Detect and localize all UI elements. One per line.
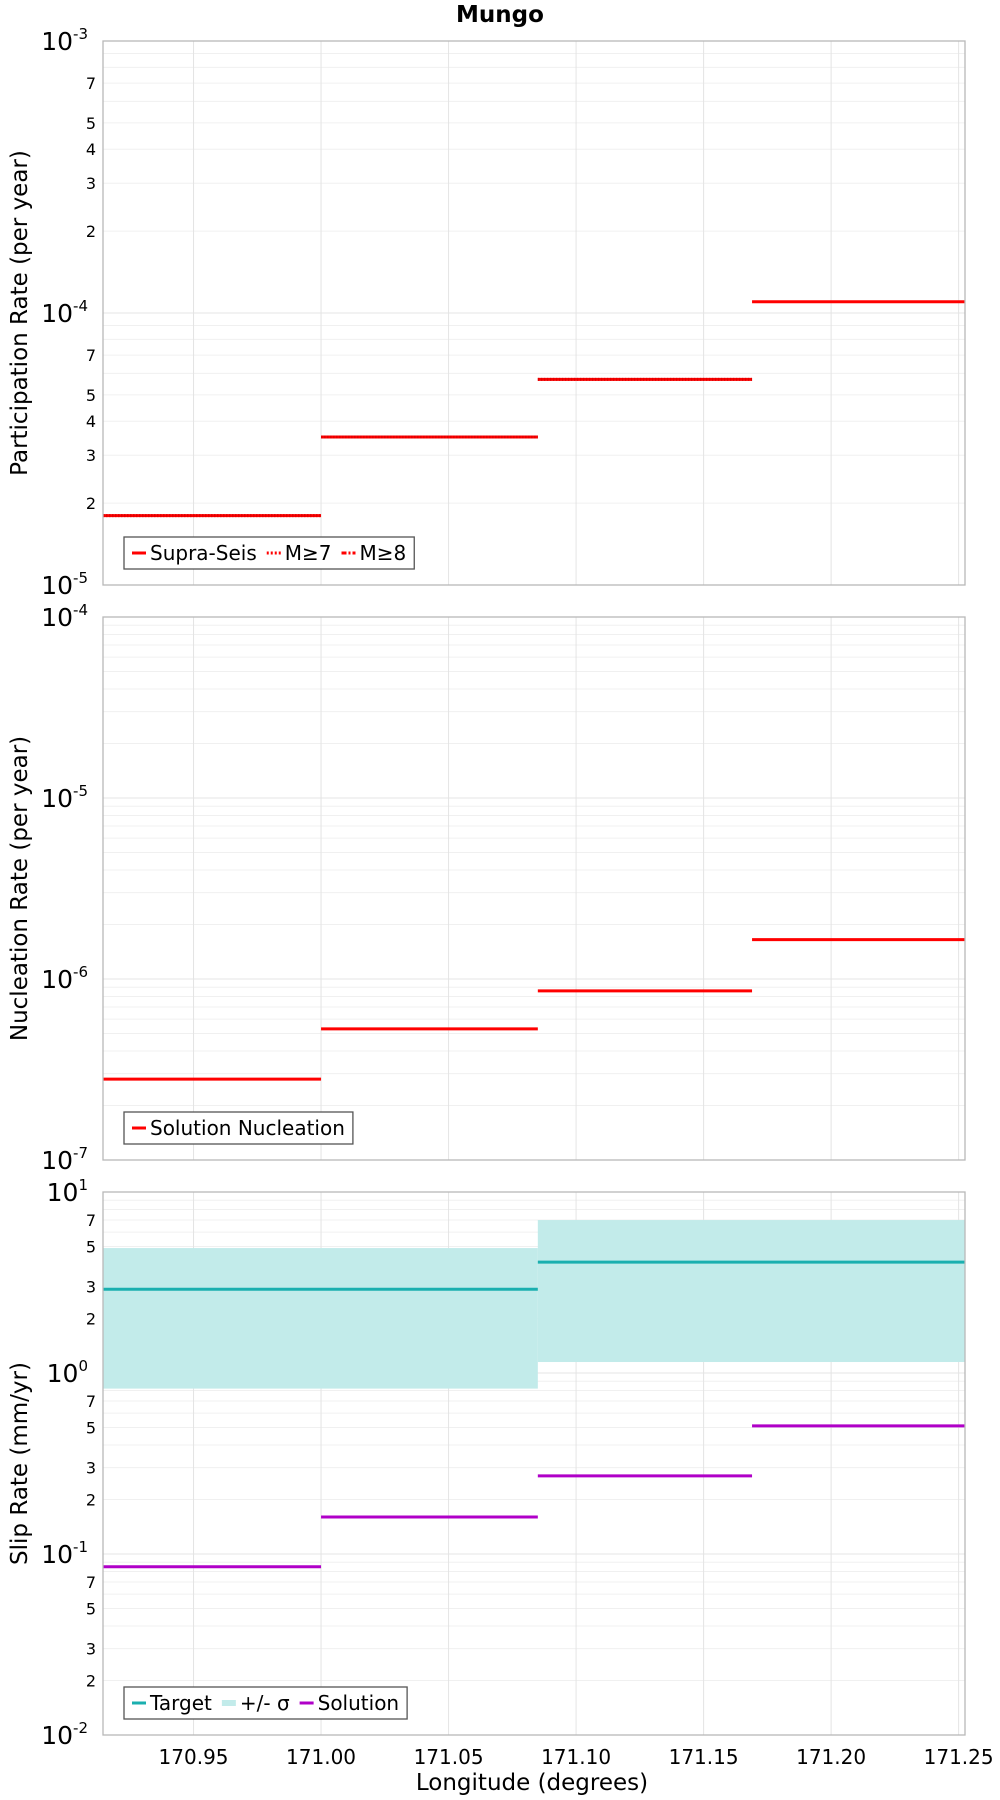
slip-y-minor-tick-label: 7 — [86, 1573, 96, 1592]
nucleation-legend-solution-nucleation-label: Solution Nucleation — [150, 1116, 345, 1140]
participation-y-minor-tick-label: 3 — [86, 174, 96, 193]
participation-legend-m-7-label: M≥7 — [285, 541, 332, 565]
slip-legend-solution-label: Solution — [318, 1691, 399, 1715]
slip-sigma-band — [103, 1248, 538, 1389]
nucleation-y-tick-exponent: -5 — [73, 782, 88, 800]
nucleation-plot-area — [103, 617, 965, 1160]
slip-y-minor-tick-label: 2 — [86, 1491, 96, 1510]
slip-y-tick-base: 10 — [41, 1540, 73, 1569]
slip-y-axis-label: Slip Rate (mm/yr) — [7, 1362, 33, 1565]
slip-y-major-tick-label: 10-2 — [41, 1719, 88, 1750]
nucleation-y-tick-base: 10 — [41, 965, 73, 994]
x-axis-tick-label: 171.20 — [796, 1745, 866, 1769]
participation-legend: Supra-Seis M≥7 M≥8 — [123, 536, 415, 570]
participation-y-minor-tick-label: 7 — [86, 74, 96, 93]
chart-title: Mungo — [456, 2, 544, 28]
participation-y-tick-exponent: -4 — [73, 297, 88, 315]
nucleation-y-tick-exponent: -6 — [73, 963, 88, 981]
slip-sigma-band — [537, 1220, 965, 1363]
participation-y-major-tick-label: 10-3 — [41, 25, 88, 56]
participation-y-minor-tick-label: 2 — [86, 494, 96, 513]
slip-y-tick-exponent: 1 — [78, 1176, 88, 1194]
participation-legend-m-8-label: M≥8 — [360, 541, 407, 565]
slip-y-major-tick-label: 10-1 — [41, 1538, 88, 1569]
x-axis-ticks: 170.95 171.00 171.05 171.10 171.15 171.20 171.… — [159, 1745, 994, 1769]
participation-y-tick-base: 10 — [41, 571, 73, 600]
slip-legend--swatch — [221, 1700, 236, 1706]
slip-y-minor-tick-label: 5 — [86, 1237, 96, 1256]
nucleation-y-major-tick-label: 10-7 — [41, 1144, 88, 1175]
nucleation-y-tick-exponent: -4 — [73, 601, 88, 619]
slip-y-major-tick-label: 100 — [47, 1357, 88, 1388]
slip-y-minor-tick-label: 7 — [86, 1392, 96, 1411]
participation-y-major-tick-label: 10-4 — [41, 297, 88, 328]
x-axis-tick-label: 171.10 — [541, 1745, 611, 1769]
participation-y-tick-base: 10 — [41, 27, 73, 56]
slip-y-major-tick-label: 101 — [47, 1176, 88, 1207]
slip-y-tick-exponent: -1 — [73, 1538, 88, 1556]
nucleation-y-major-tick-label: 10-5 — [41, 782, 88, 813]
participation-y-minor-tick-label: 3 — [86, 446, 96, 465]
slip-y-tick-base: 10 — [47, 1178, 79, 1207]
nucleation-y-major-tick-label: 10-6 — [41, 963, 88, 994]
participation-y-axis-label: Participation Rate (per year) — [7, 150, 33, 476]
x-axis-tick-label: 170.95 — [159, 1745, 229, 1769]
slip-y-tick-exponent: -2 — [73, 1719, 88, 1737]
slip-y-minor-tick-label: 3 — [86, 1278, 96, 1297]
slip-y-tick-base: 10 — [41, 1721, 73, 1750]
nucleation-y-tick-base: 10 — [41, 603, 73, 632]
nucleation-y-tick-exponent: -7 — [73, 1144, 88, 1162]
slip-y-minor-tick-label: 7 — [86, 1211, 96, 1230]
participation-plot-frame — [102, 40, 966, 586]
participation-legend-supra-seis-label: Supra-Seis — [150, 541, 257, 565]
slip-legend-target-label: Target — [149, 1691, 212, 1715]
nucleation-y-tick-base: 10 — [41, 1146, 73, 1175]
nucleation-y-axis-label: Nucleation Rate (per year) — [7, 736, 33, 1041]
slip-y-minor-tick-label: 5 — [86, 1599, 96, 1618]
slip-y-minor-tick-label: 3 — [86, 1459, 96, 1478]
participation-y-minor-tick-label: 7 — [86, 346, 96, 365]
slip-y-minor-tick-label: 2 — [86, 1672, 96, 1691]
participation-y-minor-tick-label: 5 — [86, 386, 96, 405]
x-axis-tick-label: 171.25 — [924, 1745, 994, 1769]
nucleation-y-major-tick-label: 10-4 — [41, 601, 88, 632]
participation-y-minor-tick-label: 4 — [86, 412, 96, 431]
participation-legend-box — [123, 536, 415, 570]
participation-y-tick-base: 10 — [41, 299, 73, 328]
slip-legend: Target +/- σ Solution — [123, 1686, 408, 1720]
participation-y-minor-tick-label: 2 — [86, 222, 96, 241]
slip-y-tick-base: 10 — [47, 1359, 79, 1388]
participation-y-tick-exponent: -5 — [73, 569, 88, 587]
x-axis-tick-label: 171.05 — [414, 1745, 484, 1769]
participation-y-major-tick-label: 10-5 — [41, 569, 88, 600]
x-axis-tick-label: 171.15 — [669, 1745, 739, 1769]
nucleation-legend-box — [123, 1111, 354, 1145]
slip-y-tick-exponent: 0 — [78, 1357, 88, 1375]
x-axis-tick-label: 171.00 — [286, 1745, 356, 1769]
slip-y-minor-tick-label: 5 — [86, 1418, 96, 1437]
participation-y-tick-exponent: -3 — [73, 25, 88, 43]
slip-y-minor-tick-label: 3 — [86, 1640, 96, 1659]
x-axis-label: Longitude (degrees) — [416, 1770, 648, 1796]
slip-y-minor-tick-label: 2 — [86, 1310, 96, 1329]
participation-y-minor-tick-label: 4 — [86, 140, 96, 159]
nucleation-legend: Solution Nucleation — [123, 1111, 354, 1145]
participation-y-minor-tick-label: 5 — [86, 114, 96, 133]
nucleation-y-tick-base: 10 — [41, 784, 73, 813]
slip-plot-frame — [102, 1191, 966, 1736]
slip-legend--label: +/- σ — [240, 1691, 290, 1715]
nucleation-plot-frame — [102, 616, 966, 1161]
slip-legend-box — [123, 1686, 408, 1720]
